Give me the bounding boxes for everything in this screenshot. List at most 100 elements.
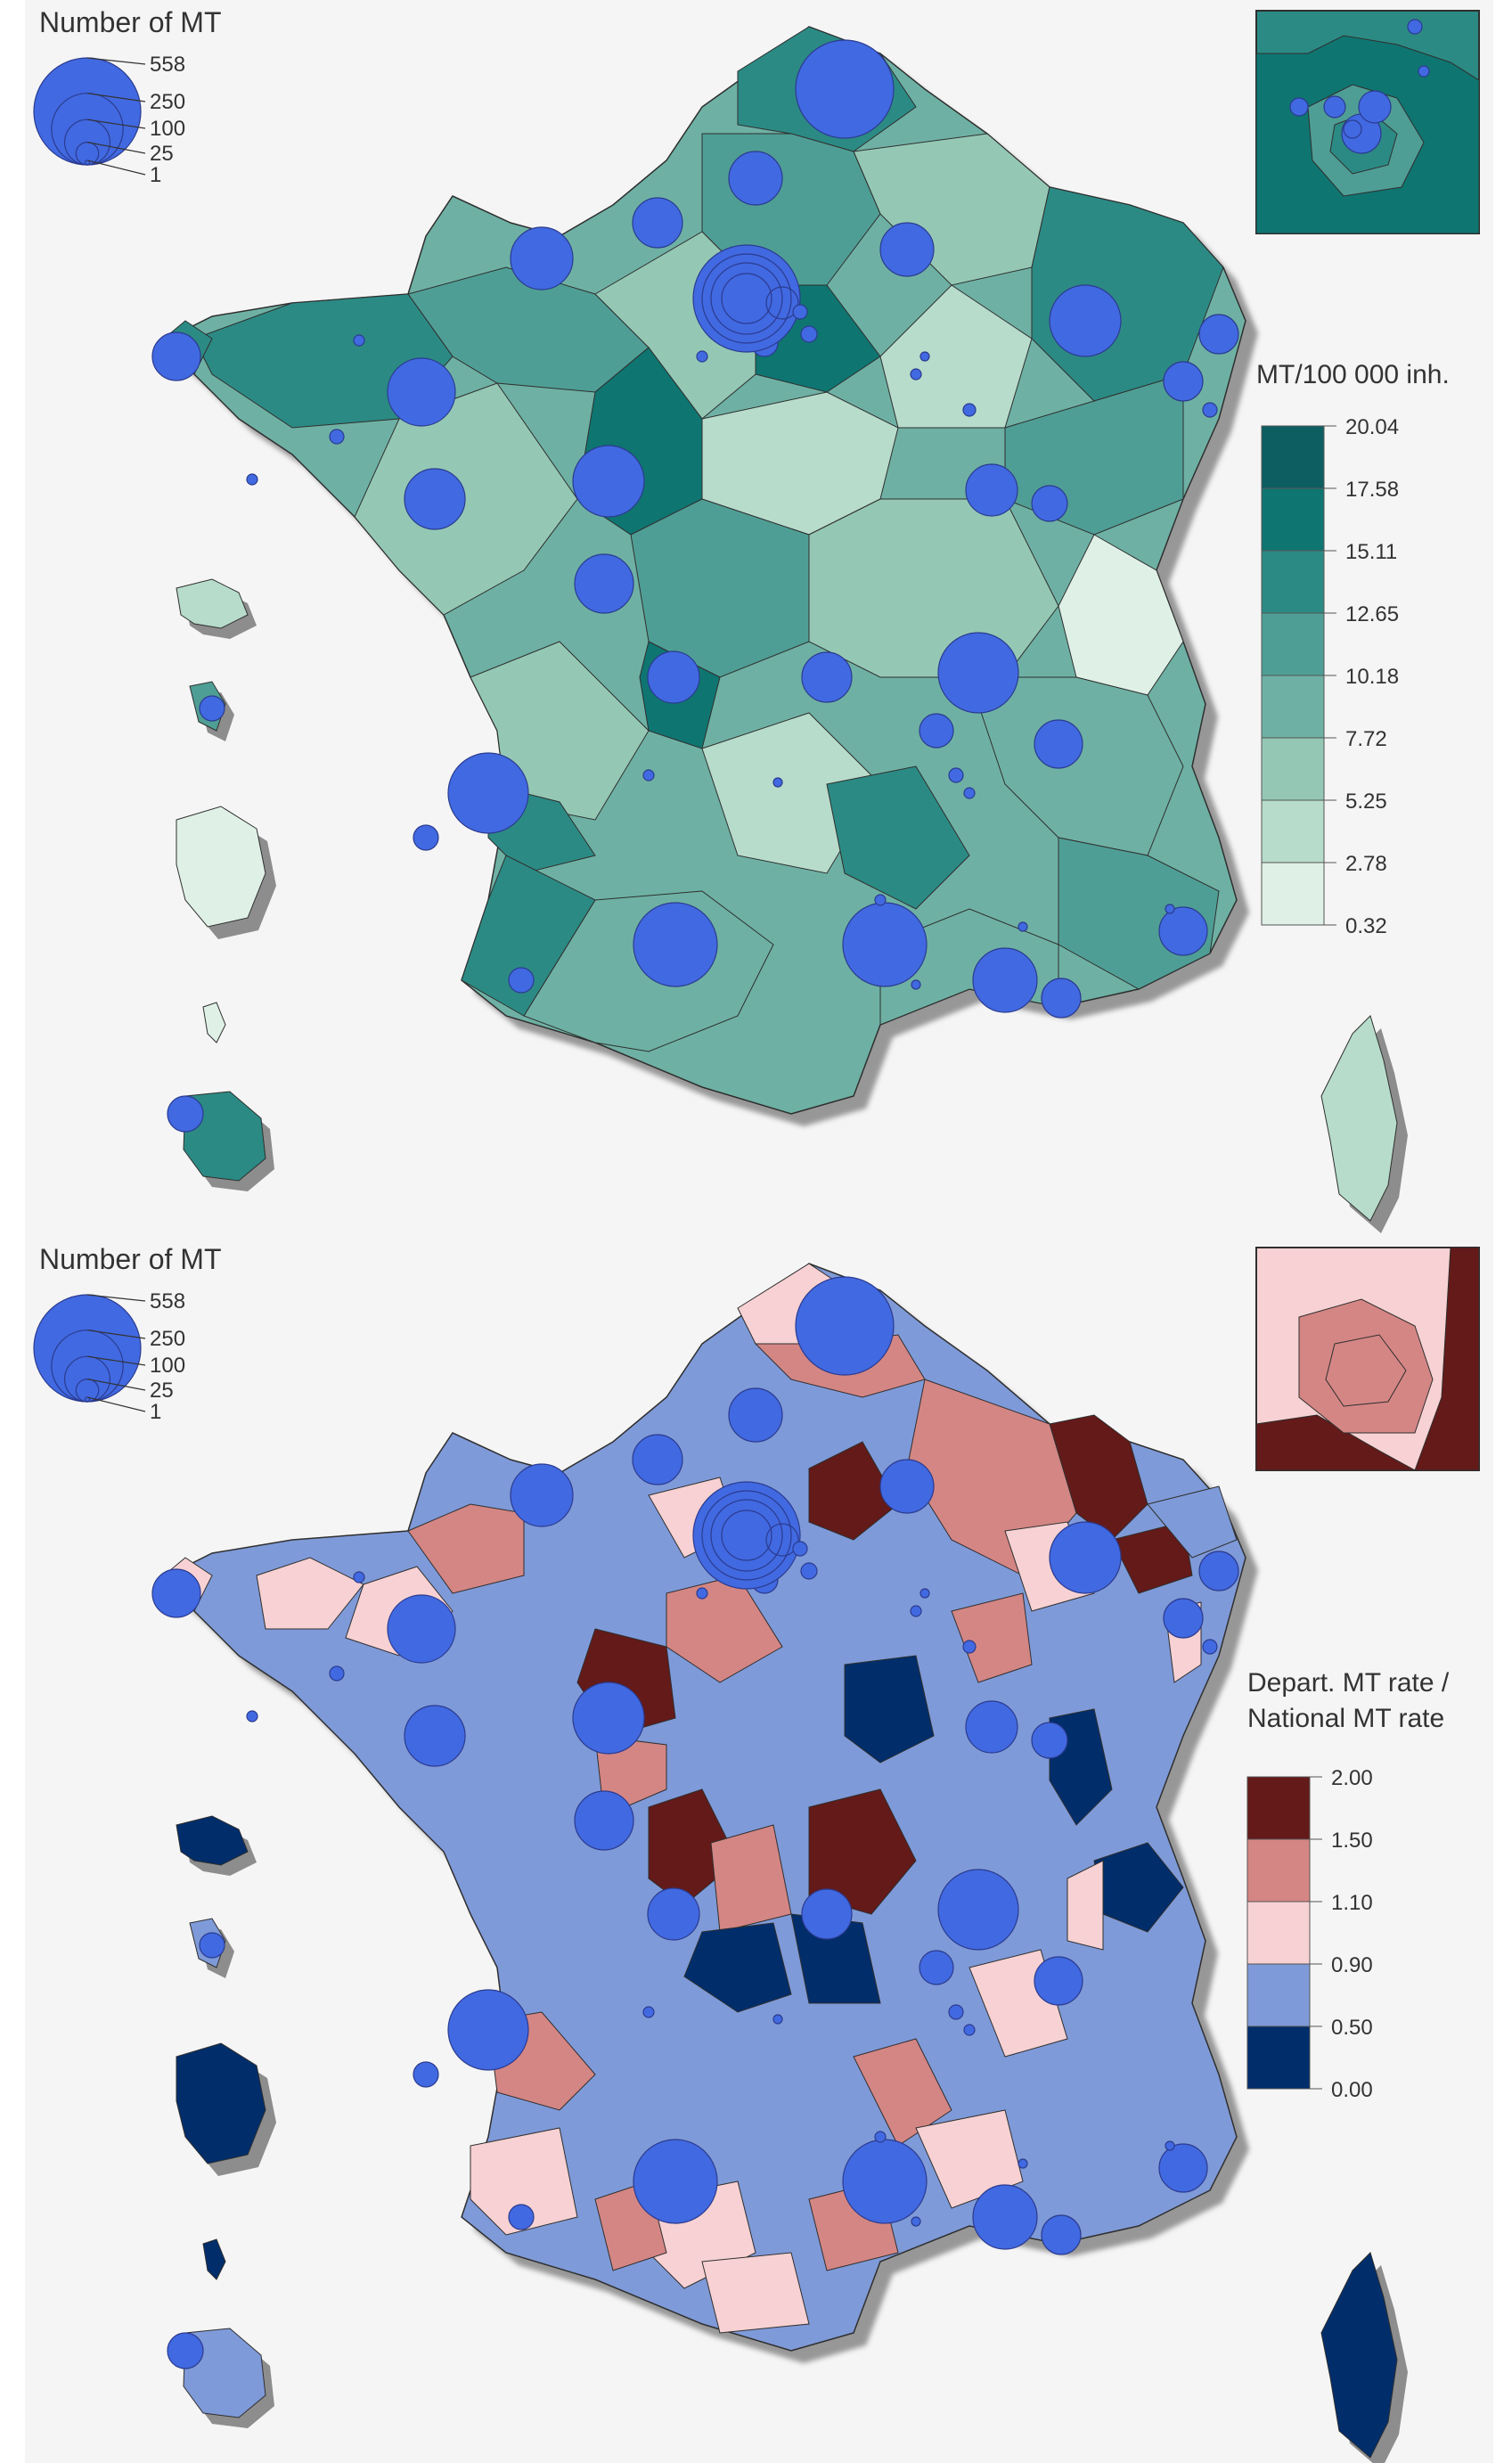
paris-inset-bubble bbox=[1289, 97, 1309, 117]
mt-bubble-ring bbox=[710, 262, 783, 335]
mt-bubble bbox=[728, 151, 783, 206]
mt-bubble bbox=[574, 553, 634, 614]
mt-bubble-ring bbox=[701, 1490, 792, 1581]
mt-bubble bbox=[1031, 1722, 1068, 1759]
bubble-legend-circle bbox=[84, 1396, 91, 1403]
bubble-legend-leader bbox=[86, 142, 146, 154]
mt-bubble bbox=[632, 197, 683, 249]
mt-bubble bbox=[879, 1459, 935, 1514]
bubble-legend-value: 100 bbox=[150, 1354, 185, 1378]
bubble-legend-value: 25 bbox=[150, 142, 174, 166]
color-legend-swatch bbox=[1261, 737, 1325, 801]
mt-bubble bbox=[1198, 314, 1239, 355]
bubble-legend-value: 558 bbox=[150, 53, 185, 77]
mt-bubble bbox=[965, 1700, 1018, 1754]
mt-bubble bbox=[447, 752, 529, 834]
color-legend-title-line-1: Depart. MT rate / bbox=[1247, 1668, 1450, 1698]
mt-bubble bbox=[1202, 1639, 1218, 1655]
bubble-legend-circle bbox=[84, 160, 91, 166]
mt-bubble bbox=[246, 473, 258, 486]
color-legend-break: 7.72 bbox=[1345, 727, 1387, 751]
mt-bubble bbox=[801, 651, 853, 703]
color-legend-swatch bbox=[1261, 799, 1325, 863]
paris-inset-bubble bbox=[1358, 90, 1392, 124]
mt-bubble bbox=[329, 429, 345, 445]
mt-bubble bbox=[962, 403, 977, 417]
mt-bubble bbox=[1158, 906, 1208, 956]
metropolitan-france-map-rate bbox=[157, 26, 1258, 1126]
mt-bubble bbox=[937, 632, 1019, 714]
mt-bubble bbox=[911, 979, 921, 990]
color-legend-break: 5.25 bbox=[1345, 790, 1387, 814]
mt-bubble bbox=[910, 368, 922, 380]
mt-bubble bbox=[642, 2006, 655, 2018]
mt-bubble bbox=[800, 1562, 818, 1580]
mt-bubble bbox=[919, 1588, 930, 1599]
color-legend-swatches: 20.04 17.58 15.11 12.65 10.18 7.72 5.25 2.78 0.3… bbox=[1261, 415, 1399, 938]
color-legend-break: 0.32 bbox=[1345, 914, 1387, 938]
mt-bubble bbox=[508, 967, 535, 994]
bubble-legend-value: 1 bbox=[150, 163, 161, 187]
mt-bubble bbox=[963, 2024, 976, 2036]
mt-bubble bbox=[692, 1481, 801, 1590]
color-legend-swatch bbox=[1261, 487, 1325, 552]
bubble-legend-leader bbox=[86, 1294, 146, 1302]
mt-bubble bbox=[800, 325, 818, 343]
bubble-legend-leader bbox=[86, 57, 146, 65]
mt-bubble bbox=[572, 445, 645, 518]
bubble-legend-leader bbox=[86, 1355, 146, 1366]
mt-bubble bbox=[962, 1640, 977, 1654]
mt-bubble bbox=[874, 894, 887, 906]
color-legend-swatch bbox=[1246, 1963, 1311, 2027]
mt-bubble bbox=[772, 777, 783, 788]
mt-bubble bbox=[692, 244, 801, 353]
mt-bubble bbox=[919, 351, 930, 362]
mt-bubble bbox=[842, 902, 928, 987]
mt-bubble bbox=[1031, 485, 1068, 522]
bubble-legend-leader bbox=[86, 160, 146, 176]
mt-bubble bbox=[632, 1434, 683, 1485]
mt-bubble bbox=[151, 331, 201, 381]
mt-bubble bbox=[842, 2139, 928, 2224]
mt-bubble bbox=[696, 350, 708, 363]
bubble-legend-leader bbox=[86, 1330, 146, 1339]
bubble-legend-value: 250 bbox=[150, 1327, 185, 1351]
mt-bubble bbox=[1198, 1551, 1239, 1592]
bubble-legend-value: 25 bbox=[150, 1379, 174, 1403]
paris-inset-bubble bbox=[1407, 19, 1423, 35]
mt-bubble bbox=[972, 2184, 1038, 2250]
mt-bubble bbox=[413, 824, 439, 851]
paris-inset-bubble bbox=[1418, 65, 1430, 78]
mt-bubble bbox=[1049, 284, 1122, 357]
bubble-legend-title: Number of MT bbox=[39, 1243, 221, 1275]
mt-bubble bbox=[574, 1790, 634, 1851]
bubble-legend-value: 250 bbox=[150, 90, 185, 114]
mt-bubble bbox=[167, 2332, 204, 2369]
color-legend-swatch bbox=[1261, 862, 1325, 926]
mt-bubble bbox=[728, 1387, 783, 1443]
mt-bubble bbox=[1018, 921, 1028, 932]
mt-bubbles-ratio bbox=[151, 1276, 1239, 2369]
mt-bubble bbox=[353, 1571, 365, 1583]
mt-bubble bbox=[1041, 2214, 1082, 2255]
mt-bubble bbox=[919, 713, 954, 749]
color-legend-ratio: Depart. MT rate / National MT rate 2.00 1… bbox=[1246, 1668, 1450, 2102]
mt-bubble bbox=[1158, 2143, 1208, 2193]
mt-bubble bbox=[948, 767, 964, 783]
mt-bubble bbox=[795, 1276, 895, 1376]
mt-bubble bbox=[167, 1095, 204, 1133]
mt-bubble bbox=[772, 2014, 783, 2025]
color-legend-break: 12.65 bbox=[1345, 602, 1399, 626]
mt-bubble bbox=[919, 1950, 954, 1985]
mt-bubble bbox=[965, 463, 1018, 517]
mt-bubble bbox=[963, 787, 976, 799]
overseas-territories-rate bbox=[176, 578, 1408, 1233]
metropolitan-france-map-ratio bbox=[157, 1263, 1258, 2363]
mt-bubble bbox=[948, 2004, 964, 2020]
